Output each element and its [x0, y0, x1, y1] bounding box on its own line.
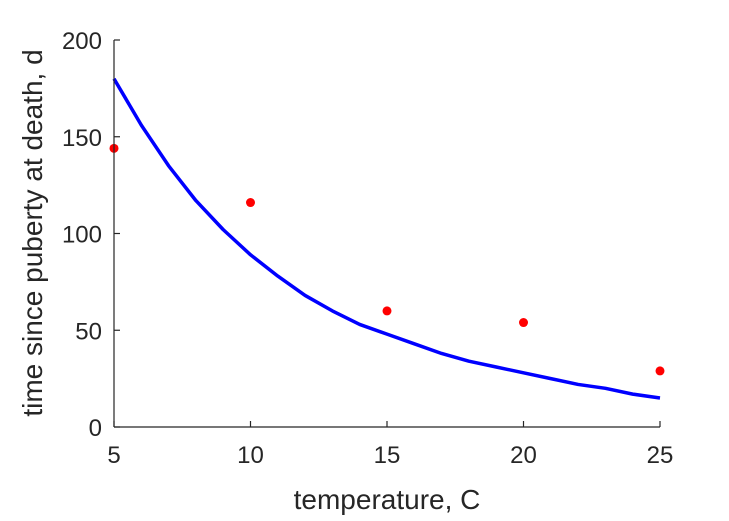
data-point — [246, 198, 255, 208]
x-tick-label: 10 — [237, 442, 264, 469]
y-tick-label: 150 — [62, 125, 102, 152]
y-tick-label: 50 — [75, 318, 102, 345]
x-tick-label: 25 — [647, 442, 674, 469]
plot-area — [109, 77, 665, 400]
x-tick-label: 5 — [107, 442, 120, 469]
x-tick-label: 15 — [374, 442, 401, 469]
x-axis-label: temperature, C — [294, 484, 481, 515]
data-point — [519, 318, 528, 328]
y-tick-label: 100 — [62, 222, 102, 249]
tick-layer: 5 10 15 20 25 0 50 100 150 200 — [62, 28, 673, 469]
y-tick-label: 200 — [62, 28, 102, 55]
x-tick-label: 20 — [510, 442, 537, 469]
y-axis-label: time since puberty at death, d — [17, 49, 48, 416]
y-tick-label: 0 — [89, 415, 102, 442]
data-point — [382, 306, 392, 316]
data-point — [655, 366, 665, 376]
model-curve-line — [112, 77, 661, 400]
